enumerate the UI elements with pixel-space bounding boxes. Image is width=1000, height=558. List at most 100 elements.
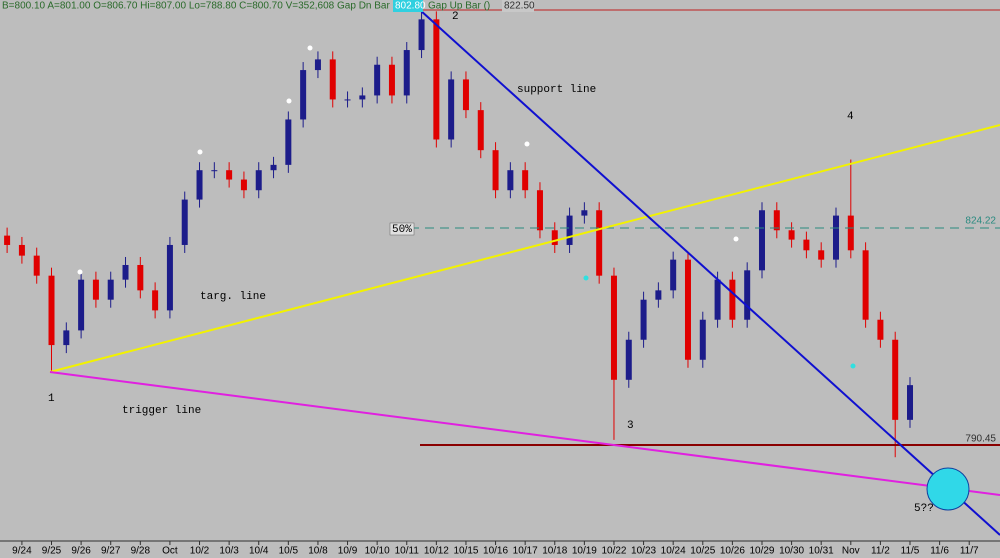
candle-body [596, 210, 603, 276]
candle-body [862, 250, 869, 320]
candle-body [892, 339, 899, 420]
level-label: 790.45 [965, 434, 996, 445]
candle-body [477, 110, 484, 151]
candle-body [832, 215, 839, 260]
candle-body [63, 330, 70, 346]
candle-body [758, 210, 765, 271]
candle-body [403, 50, 410, 96]
x-tick-label: 10/23 [631, 546, 656, 557]
target-circle [926, 467, 970, 511]
candle-body [329, 59, 336, 100]
target-line [49, 124, 1000, 373]
candle-body [196, 170, 203, 200]
candle-body [714, 279, 721, 320]
candle-body [773, 210, 780, 231]
header-quote: B=800.10 A=801.00 O=806.70 Hi=807.00 Lo=… [2, 1, 399, 12]
candle-body [181, 199, 188, 245]
candle-body [359, 95, 366, 100]
wave-label: 4 [847, 111, 854, 123]
candle-body [670, 259, 677, 291]
wave-label: 5?? [914, 503, 934, 515]
x-tick-label: 10/9 [338, 546, 358, 557]
x-tick-label: 10/25 [690, 546, 715, 557]
candles [4, 10, 914, 458]
candle-body [388, 64, 395, 96]
pivot-marker [850, 363, 856, 369]
x-tick-label: 11/2 [871, 546, 890, 557]
candle-body [107, 279, 114, 300]
candle-body [152, 290, 159, 311]
wave-label: 1 [48, 393, 55, 405]
x-tick-label: Oct [162, 546, 178, 557]
x-tick-label: 10/19 [572, 546, 597, 557]
candle-body [655, 290, 662, 300]
candle-body [344, 99, 351, 101]
candle-body [877, 319, 884, 340]
candle-body [48, 275, 55, 346]
candle-body [803, 239, 810, 251]
pivot-markers [77, 45, 856, 369]
candle-body [33, 255, 40, 276]
wave-label: 3 [627, 420, 634, 432]
x-tick-label: 10/26 [720, 546, 745, 557]
x-tick-label: 10/4 [249, 546, 269, 557]
candle-body [907, 385, 914, 420]
candle-body [847, 215, 854, 251]
candle-body [300, 70, 307, 120]
candle-body [418, 19, 425, 51]
candle-body [744, 270, 751, 320]
candle-body [122, 264, 129, 280]
support-line [419, 9, 1000, 536]
header-high: 822.50 [504, 1, 535, 12]
candle-body [78, 279, 85, 331]
candle-body [566, 215, 573, 245]
candle-body [640, 299, 647, 340]
x-tick-label: 10/18 [542, 546, 567, 557]
candle-body [4, 235, 11, 245]
x-tick-label: 11/7 [960, 546, 979, 557]
x-tick-label: 10/3 [219, 546, 239, 557]
x-tick-label: 9/27 [101, 546, 121, 557]
trigger-line [49, 371, 1000, 496]
candle-body [522, 170, 529, 191]
candle-body [507, 170, 514, 191]
candle-body [788, 230, 795, 240]
x-tick-label: 10/8 [308, 546, 328, 557]
header-price: 802.80 [395, 1, 426, 12]
x-tick-label: 10/29 [749, 546, 774, 557]
pivot-marker [307, 45, 313, 51]
x-tick-label: 10/30 [779, 546, 804, 557]
candle-body [448, 79, 455, 140]
x-tick-label: 10/11 [395, 546, 420, 557]
pivot-marker [524, 141, 530, 147]
x-tick-label: 10/12 [424, 546, 449, 557]
candle-body [433, 19, 440, 140]
line-label: support line [517, 84, 596, 96]
candle-body [536, 190, 543, 231]
pivot-marker [286, 98, 292, 104]
candle-body [729, 279, 736, 320]
candle-body [226, 170, 233, 180]
x-tick-label: 10/17 [513, 546, 538, 557]
candle-body [818, 250, 825, 260]
candle-body [699, 319, 706, 360]
fib-label: 50% [392, 224, 412, 236]
candle-body [625, 339, 632, 380]
x-tick-label: 10/10 [365, 546, 390, 557]
x-tick-label: 10/2 [190, 546, 210, 557]
candle-body [285, 119, 292, 165]
x-tick-label: 9/26 [71, 546, 91, 557]
candle-body [610, 275, 617, 380]
candle-body [551, 230, 558, 245]
header-gap-up: Gap Up Bar () [428, 1, 490, 12]
x-tick-label: 10/5 [279, 546, 299, 557]
x-tick-label: 11/5 [901, 546, 920, 557]
line-label: trigger line [122, 405, 201, 417]
pivot-marker [77, 269, 83, 275]
price-box [502, 0, 534, 12]
fib-label-box [389, 222, 415, 236]
candle-body [211, 170, 218, 172]
candle-body [270, 164, 277, 171]
